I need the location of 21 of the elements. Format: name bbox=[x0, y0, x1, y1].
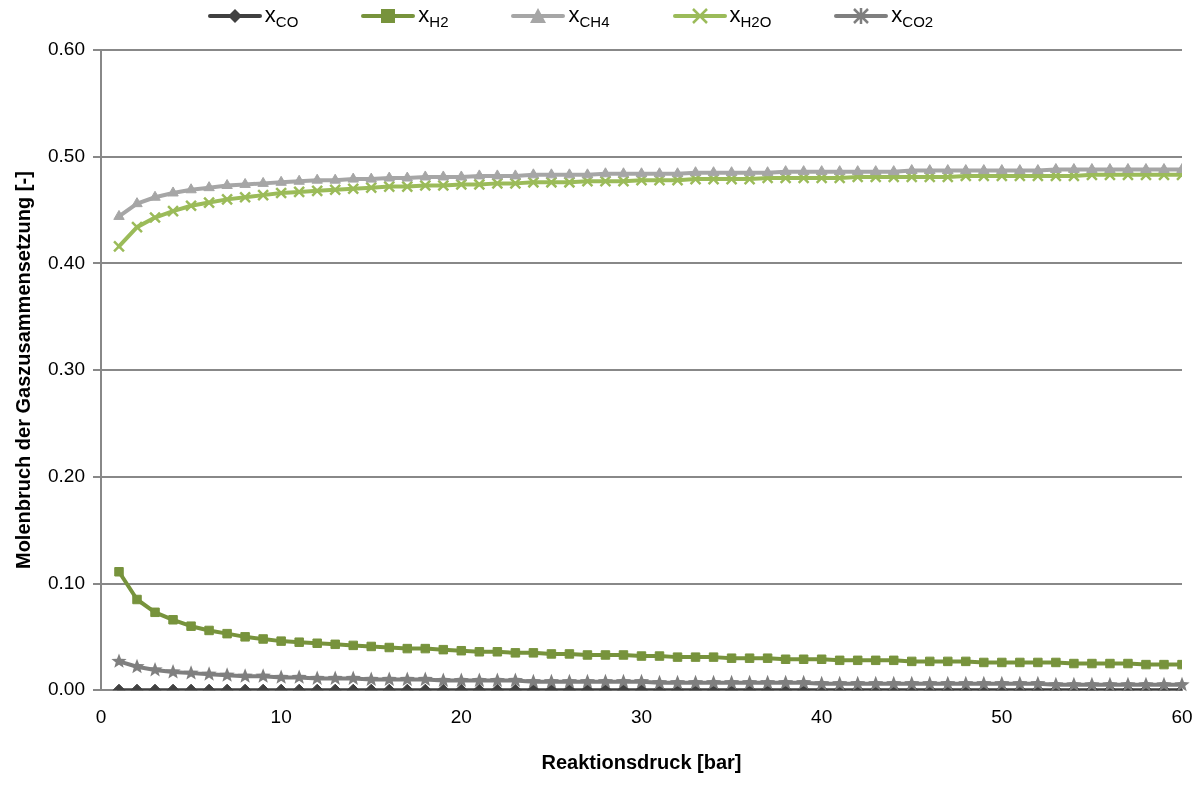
x-tick-label: 10 bbox=[270, 705, 292, 727]
x-tick-label: 20 bbox=[450, 705, 472, 727]
y-tick-label: 0.50 bbox=[48, 144, 85, 166]
x-tick-label: 0 bbox=[95, 705, 107, 727]
legend-label: x$_{H2}$ bbox=[418, 2, 449, 31]
x-tick-label: 30 bbox=[630, 705, 653, 727]
y-tick-label: 0.00 bbox=[48, 678, 85, 700]
x-tick-label: 50 bbox=[991, 705, 1013, 727]
x-tick-label: 40 bbox=[811, 705, 833, 727]
legend-label: x$_{CO}$ bbox=[264, 2, 299, 31]
y-tick-label: 0.10 bbox=[48, 571, 85, 593]
x-axis-title: Reaktionsdruck [bar] bbox=[541, 750, 742, 773]
legend-label: x$_{CH4}$ bbox=[568, 2, 610, 31]
legend-label: x$_{CO2}$ bbox=[891, 2, 934, 31]
y-tick-label: 0.20 bbox=[48, 465, 85, 487]
x-tick-label: 60 bbox=[1171, 705, 1193, 727]
y-axis-title: Molenbruch der Gaszusammensetzung [-] bbox=[11, 171, 34, 570]
y-tick-label: 0.60 bbox=[48, 38, 85, 60]
y-tick-label: 0.30 bbox=[48, 358, 85, 380]
legend-label: x$_{H2O}$ bbox=[729, 2, 772, 31]
y-tick-label: 0.40 bbox=[48, 251, 85, 273]
